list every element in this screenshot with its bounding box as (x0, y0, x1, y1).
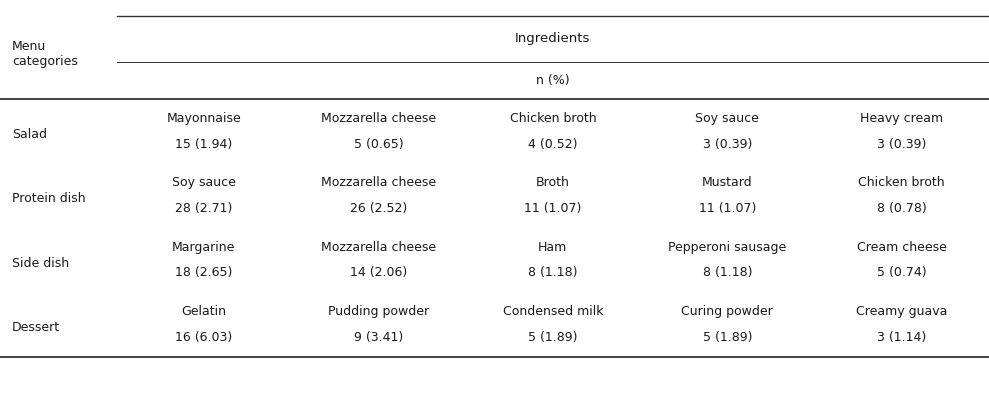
Text: Mayonnaise: Mayonnaise (166, 112, 241, 125)
Text: 14 (2.06): 14 (2.06) (350, 266, 407, 279)
Text: Mustard: Mustard (702, 176, 753, 189)
Text: 3 (0.39): 3 (0.39) (702, 138, 752, 151)
Text: Pepperoni sausage: Pepperoni sausage (669, 241, 786, 254)
Text: Condensed milk: Condensed milk (502, 305, 603, 318)
Text: Dessert: Dessert (12, 321, 60, 334)
Text: Menu
categories: Menu categories (12, 40, 78, 67)
Text: 5 (1.89): 5 (1.89) (528, 331, 578, 344)
Text: Broth: Broth (536, 176, 570, 189)
Text: 4 (0.52): 4 (0.52) (528, 138, 578, 151)
Text: 8 (0.78): 8 (0.78) (877, 202, 927, 215)
Text: Pudding powder: Pudding powder (327, 305, 429, 318)
Text: 28 (2.71): 28 (2.71) (175, 202, 232, 215)
Text: 8 (1.18): 8 (1.18) (702, 266, 752, 279)
Text: 9 (3.41): 9 (3.41) (354, 331, 403, 344)
Text: Margarine: Margarine (172, 241, 235, 254)
Text: Mozzarella cheese: Mozzarella cheese (320, 176, 436, 189)
Text: Creamy guava: Creamy guava (856, 305, 947, 318)
Text: 15 (1.94): 15 (1.94) (175, 138, 232, 151)
Text: Soy sauce: Soy sauce (172, 176, 235, 189)
Text: 26 (2.52): 26 (2.52) (350, 202, 407, 215)
Text: 5 (0.65): 5 (0.65) (354, 138, 404, 151)
Text: n (%): n (%) (536, 74, 570, 87)
Text: Chicken broth: Chicken broth (509, 112, 596, 125)
Text: 11 (1.07): 11 (1.07) (698, 202, 756, 215)
Text: 3 (1.14): 3 (1.14) (877, 331, 927, 344)
Text: Gelatin: Gelatin (181, 305, 226, 318)
Text: 5 (0.74): 5 (0.74) (877, 266, 927, 279)
Text: Heavy cream: Heavy cream (860, 112, 944, 125)
Text: 3 (0.39): 3 (0.39) (877, 138, 927, 151)
Text: Soy sauce: Soy sauce (695, 112, 760, 125)
Text: 16 (6.03): 16 (6.03) (175, 331, 232, 344)
Text: Mozzarella cheese: Mozzarella cheese (320, 241, 436, 254)
Text: Protein dish: Protein dish (12, 193, 85, 205)
Text: 5 (1.89): 5 (1.89) (702, 331, 752, 344)
Text: 11 (1.07): 11 (1.07) (524, 202, 582, 215)
Text: Mozzarella cheese: Mozzarella cheese (320, 112, 436, 125)
Text: 18 (2.65): 18 (2.65) (175, 266, 232, 279)
Text: Side dish: Side dish (12, 257, 69, 270)
Text: Salad: Salad (12, 128, 46, 141)
Text: Cream cheese: Cream cheese (856, 241, 946, 254)
Text: Curing powder: Curing powder (681, 305, 773, 318)
Text: Ham: Ham (538, 241, 568, 254)
Text: Ingredients: Ingredients (515, 32, 590, 45)
Text: Chicken broth: Chicken broth (858, 176, 945, 189)
Text: 8 (1.18): 8 (1.18) (528, 266, 578, 279)
